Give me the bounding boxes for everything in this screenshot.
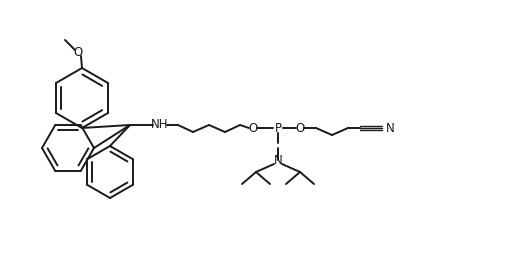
Text: P: P [274, 122, 282, 134]
Text: O: O [73, 47, 82, 59]
Text: O: O [295, 122, 305, 134]
Text: O: O [248, 122, 258, 134]
Text: NH: NH [151, 119, 169, 132]
Text: N: N [273, 154, 283, 166]
Text: N: N [386, 122, 394, 134]
